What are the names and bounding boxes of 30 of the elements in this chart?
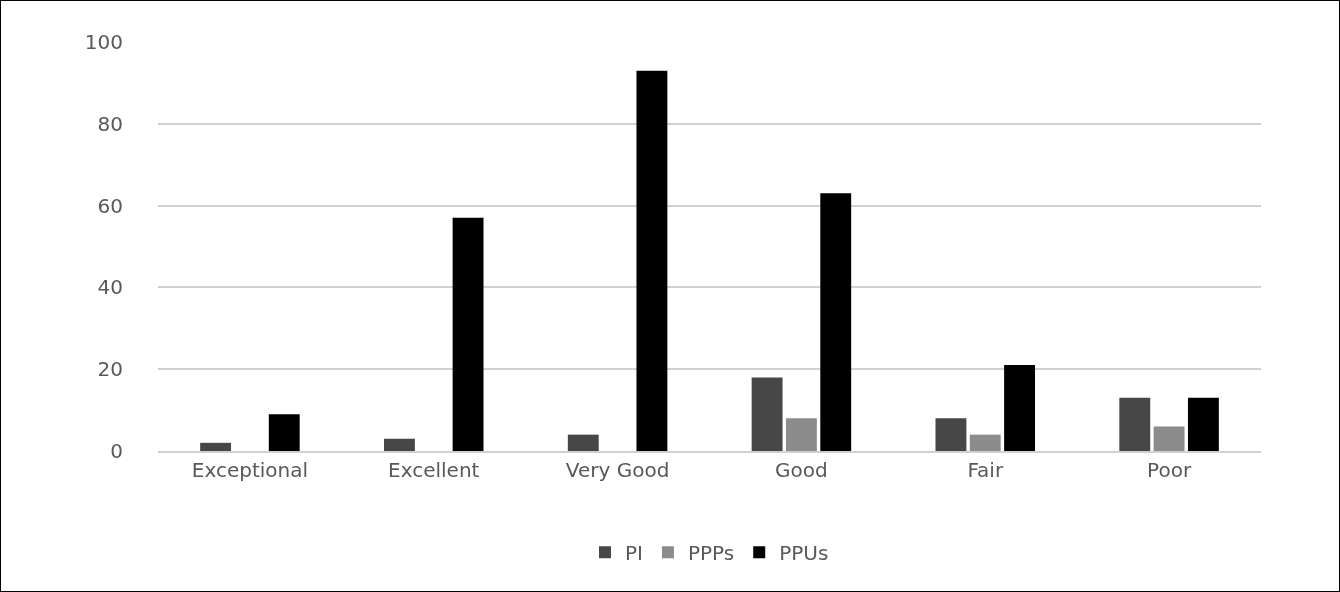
- y-tick-label: 0: [110, 439, 123, 463]
- bar: [785, 418, 817, 451]
- bar: [1119, 397, 1151, 451]
- bar: [452, 217, 484, 451]
- y-tick-label: 100: [84, 30, 123, 54]
- bar: [268, 414, 300, 451]
- x-tick-label: Fair: [967, 458, 1004, 482]
- bar: [383, 438, 415, 451]
- legend-label: PI: [625, 541, 643, 566]
- bar: [969, 434, 1001, 451]
- x-tick-label: Good: [775, 458, 828, 482]
- x-tick-label: Exceptional: [191, 458, 309, 482]
- bar: [1004, 365, 1036, 451]
- bar: [567, 434, 599, 451]
- bar: [935, 418, 967, 451]
- bar: [820, 193, 852, 451]
- y-tick-label: 20: [97, 357, 123, 382]
- bar: [1153, 426, 1185, 451]
- legend-label: PPPs: [687, 541, 735, 566]
- bar: [200, 442, 232, 451]
- y-tick-label: 40: [97, 275, 123, 300]
- y-tick-label: 80: [97, 111, 123, 136]
- x-tick-label: Excellent: [388, 458, 480, 482]
- x-tick-label: Very Good: [565, 458, 670, 482]
- bar: [1187, 397, 1219, 451]
- legend-label: PPUs: [779, 541, 829, 566]
- x-tick-label: Poor: [1147, 458, 1192, 482]
- y-tick-label: 60: [97, 193, 123, 218]
- bar: [751, 377, 783, 451]
- bar: [636, 70, 668, 451]
